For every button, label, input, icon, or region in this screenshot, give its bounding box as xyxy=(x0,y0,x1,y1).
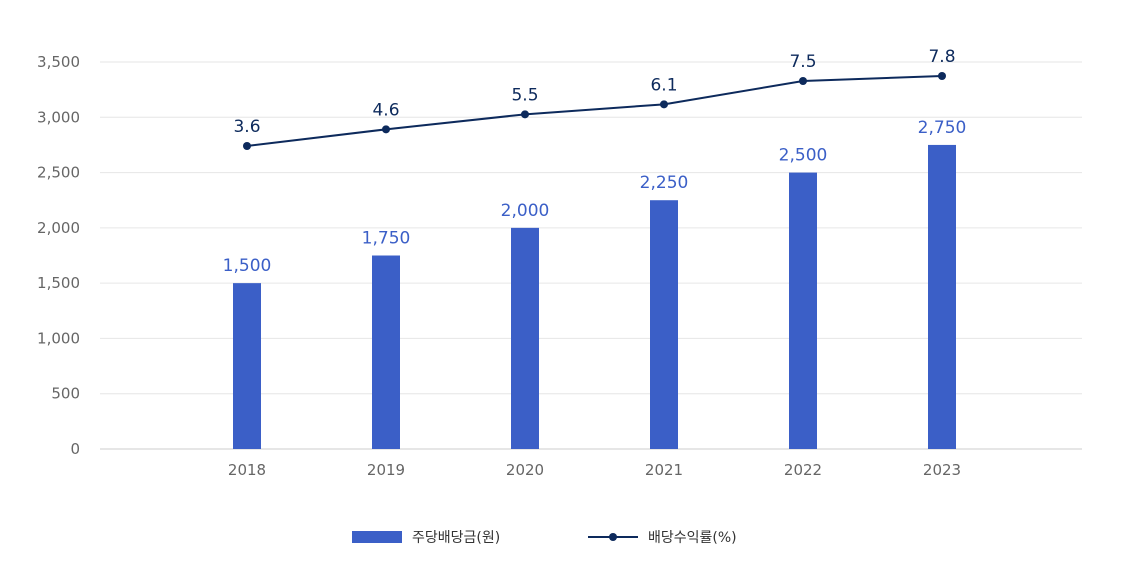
bar-value-label: 2,750 xyxy=(918,118,967,138)
x-tick-label: 2021 xyxy=(645,461,683,479)
line-value-label: 3.6 xyxy=(233,117,260,137)
bar xyxy=(928,144,956,449)
line-data-labels: 3.6 4.6 5.5 6.1 7.5 7.8 xyxy=(233,47,955,137)
bar xyxy=(233,283,261,449)
line-point xyxy=(938,72,946,80)
bar-series xyxy=(233,144,956,450)
bar-value-label: 2,000 xyxy=(501,201,550,221)
y-tick-label: 2,500 xyxy=(37,164,80,182)
y-axis-ticks: 0 500 1,000 1,500 2,000 2,500 3,000 3,500 xyxy=(37,53,80,458)
y-tick-label: 2,000 xyxy=(37,219,80,237)
legend-bar-label: 주당배당금(원) xyxy=(412,530,500,546)
y-tick-label: 1,500 xyxy=(37,274,80,292)
x-tick-label: 2019 xyxy=(367,461,405,479)
line-point xyxy=(243,142,251,150)
line-value-label: 4.6 xyxy=(372,100,399,120)
line-point xyxy=(799,77,807,85)
bar-data-labels: 1,500 1,750 2,000 2,250 2,500 2,750 xyxy=(223,118,967,276)
bar-value-label: 2,500 xyxy=(779,146,828,166)
y-tick-label: 500 xyxy=(51,385,80,403)
line-value-label: 7.8 xyxy=(928,47,955,67)
line-value-label: 7.5 xyxy=(789,52,816,72)
y-tick-label: 3,000 xyxy=(37,108,80,126)
x-axis-ticks: 2018 2019 2020 2021 2022 2023 xyxy=(228,461,961,479)
x-tick-label: 2022 xyxy=(784,461,822,479)
line-point xyxy=(382,125,390,134)
y-tick-label: 3,500 xyxy=(37,53,80,71)
line-value-label: 6.1 xyxy=(650,75,677,95)
y-tick-label: 1,000 xyxy=(37,329,80,347)
legend: 주당배당금(원) 배당수익률(%) xyxy=(352,530,737,546)
line-path xyxy=(246,75,943,147)
bar-value-label: 1,750 xyxy=(362,229,411,249)
x-tick-label: 2020 xyxy=(506,461,544,479)
grid-lines xyxy=(100,61,1082,450)
legend-line-marker xyxy=(609,533,617,541)
x-tick-label: 2023 xyxy=(923,461,961,479)
bar xyxy=(372,255,400,449)
line-series xyxy=(243,72,946,150)
bar-value-label: 2,250 xyxy=(640,173,689,193)
legend-bar-swatch xyxy=(352,531,402,543)
line-point xyxy=(521,110,529,119)
y-tick-label: 0 xyxy=(70,440,80,458)
x-tick-label: 2018 xyxy=(228,461,266,479)
bar-value-label: 1,500 xyxy=(223,256,272,276)
bar xyxy=(650,200,678,449)
bar xyxy=(511,227,539,449)
line-point xyxy=(660,100,668,109)
line-value-label: 5.5 xyxy=(511,85,538,105)
legend-line-label: 배당수익률(%) xyxy=(648,530,737,546)
bar xyxy=(789,172,817,450)
